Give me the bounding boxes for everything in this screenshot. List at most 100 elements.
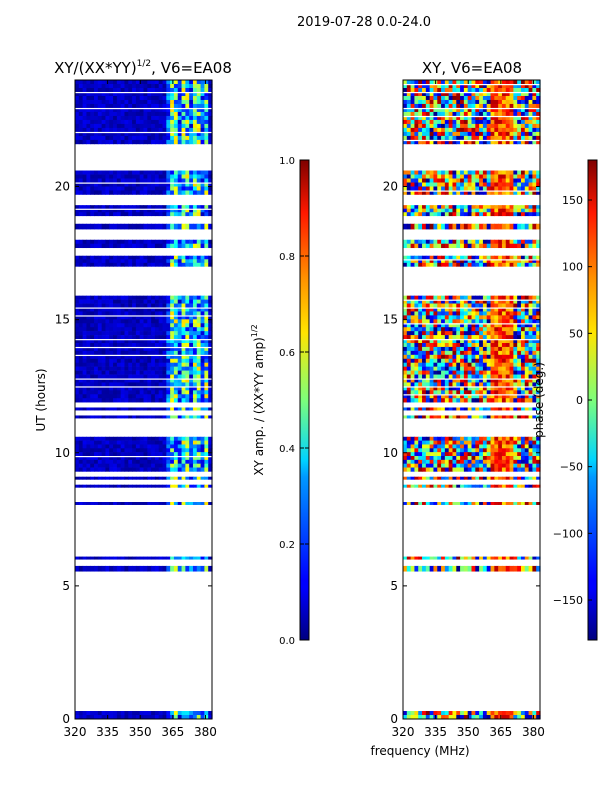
gap-line [75,339,212,341]
heatmap-cell [418,456,423,461]
heatmap-cell [120,354,126,360]
heatmap-cell [471,394,476,399]
heatmap-cell [410,382,416,387]
heatmap-cell [524,711,530,716]
heatmap-cell [124,386,129,391]
heatmap-cell [162,484,167,488]
heatmap-cell [147,358,152,364]
heatmap-cell [441,565,446,572]
heatmap-cell [135,502,141,505]
heatmap-cell [196,331,202,336]
heatmap-cell [520,456,526,461]
heatmap-cell [78,346,84,352]
heatmap-cell [124,358,129,364]
heatmap-cell [418,459,423,464]
heatmap-cell [501,343,507,348]
heatmap-cell [124,390,129,395]
heatmap-cell [151,139,156,145]
heatmap-cell [467,715,473,720]
heatmap-cell [147,456,152,461]
heatmap-cell [120,436,126,441]
heatmap-cell [177,107,183,113]
heatmap-cell [517,182,522,187]
heatmap-cell [143,243,148,249]
heatmap-cell [132,186,137,191]
heatmap-cell [482,390,488,395]
heatmap-cell [444,205,450,209]
heatmap-cell [78,190,84,195]
heatmap-cell [513,440,518,445]
heatmap-cell [90,174,95,179]
heatmap-cell [97,366,103,371]
heatmap-cell [494,467,499,472]
heatmap-cell [143,390,148,395]
heatmap-cell [158,390,164,395]
heatmap-cell [490,319,495,324]
heatmap-cell [113,259,118,264]
heatmap-cell [170,95,175,101]
heatmap-cell [200,354,205,360]
heatmap-cell [166,99,171,105]
heatmap-cell [113,370,118,375]
heatmap-cell [200,715,205,720]
heatmap-cell [75,83,80,89]
heatmap-cell [181,178,186,183]
heatmap-cell [97,315,103,320]
heatmap-cell [166,205,171,209]
heatmap-cell [162,255,167,260]
heatmap-cell [94,331,99,336]
heatmap-cell [97,303,103,308]
heatmap-cell [406,80,412,85]
heatmap-cell [425,190,431,195]
heatmap-cell [135,190,141,195]
heatmap-cell [189,111,194,117]
heatmap-cell [158,715,164,720]
heatmap-cell [173,87,179,93]
heatmap-cell [196,295,202,300]
heatmap-cell [94,415,99,419]
heatmap-cell [75,448,80,453]
heatmap-cell [433,239,438,245]
heatmap-cell [189,255,194,260]
heatmap-cell [513,362,518,367]
heatmap-cell [196,307,202,312]
heatmap-cell [173,398,179,403]
heatmap-cell [505,407,511,411]
heatmap-cell [154,95,160,101]
heatmap-cell [86,565,91,572]
heatmap-cell [456,303,461,308]
heatmap-cell [528,303,533,308]
heatmap-cell [505,394,511,399]
heatmap-cell [486,436,492,441]
heatmap-cell [524,374,530,379]
heatmap-cell [170,467,175,472]
heatmap-cell [414,343,419,348]
heatmap-cell [200,456,205,461]
heatmap-cell [414,374,419,379]
heatmap-cell [135,212,141,217]
heatmap-cell [498,715,503,720]
heatmap-cell [147,127,152,133]
heatmap-cell [204,366,209,371]
heatmap-cell [467,299,473,304]
heatmap-cell [425,80,431,85]
heatmap-cell [177,448,183,453]
heatmap-cell [513,463,518,468]
heatmap-cell [479,315,484,320]
heatmap-cell [441,299,446,304]
heatmap-cell [135,299,141,304]
heatmap-cell [101,319,107,324]
heatmap-cell [406,711,412,716]
heatmap-cell [113,212,118,217]
heatmap-cell [456,327,461,332]
heatmap-cell [456,444,461,449]
heatmap-cell [147,339,152,344]
heatmap-cell [189,350,194,356]
heatmap-cell [471,178,476,183]
heatmap-cell [196,346,202,352]
heatmap-cell [135,327,141,332]
heatmap-cell [158,394,164,399]
heatmap-cell [403,315,408,320]
heatmap-cell [128,311,133,316]
heatmap-cell [517,212,522,217]
